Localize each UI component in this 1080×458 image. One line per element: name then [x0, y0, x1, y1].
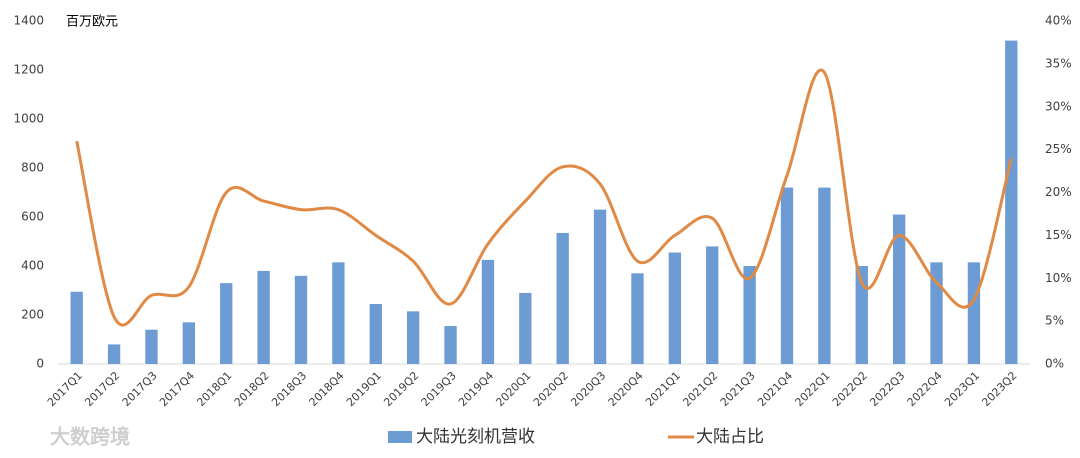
y2-tick-label: 5%: [1045, 314, 1064, 328]
bar: [444, 326, 457, 364]
y2-tick-label: 10%: [1045, 271, 1072, 285]
bar: [930, 262, 943, 364]
bar: [257, 270, 270, 364]
legend-swatch: [388, 431, 412, 443]
bar: [406, 311, 420, 364]
bar: [70, 291, 83, 364]
y2-tick-label: 40%: [1045, 14, 1072, 28]
x-tick-label: 2018Q1: [194, 369, 234, 409]
bar: [892, 214, 906, 364]
y-tick-label: 400: [21, 259, 44, 273]
bar: [182, 322, 196, 364]
x-tick-label: 2018Q2: [232, 369, 272, 409]
x-tick-label: 2021Q1: [643, 369, 683, 409]
y2-tick-label: 20%: [1045, 185, 1072, 199]
x-tick-label: 2019Q2: [381, 369, 421, 409]
y-tick-label: 0: [36, 357, 44, 371]
bar: [706, 246, 719, 364]
bar: [593, 209, 607, 364]
line: [75, 68, 1013, 327]
x-tick-label: 2023Q2: [979, 369, 1019, 409]
x-tick-label: 2022Q1: [793, 369, 833, 409]
bar: [220, 283, 233, 364]
x-tick-label: 2021Q3: [718, 369, 758, 409]
x-tick-label: 2017Q3: [120, 369, 160, 409]
x-tick-label: 2017Q1: [45, 369, 85, 409]
y2-tick-label: 15%: [1045, 228, 1072, 242]
x-tick-label: 2023Q1: [942, 369, 982, 409]
y-tick-label: 800: [21, 161, 44, 175]
y-tick-label: 1400: [13, 14, 44, 28]
bar: [519, 292, 532, 364]
bar: [1005, 40, 1018, 364]
x-tick-label: 2021Q4: [755, 369, 795, 409]
bar: [631, 273, 644, 364]
bar: [743, 266, 756, 364]
bar: [145, 329, 158, 364]
x-tick-label: 2019Q1: [344, 369, 384, 409]
bar: [369, 303, 382, 364]
x-tick-label: 2022Q2: [830, 369, 870, 409]
y2-tick-label: 30%: [1045, 99, 1072, 113]
unit-label: 百万欧元: [66, 15, 118, 30]
x-tick-label: 2020Q1: [493, 369, 533, 409]
watermark: 大数跨境: [50, 425, 130, 449]
y2-tick-label: 35%: [1045, 56, 1072, 70]
bar: [855, 266, 868, 364]
bar: [332, 262, 345, 364]
y-tick-label: 200: [21, 308, 44, 322]
y-tick-label: 1200: [13, 63, 44, 77]
x-tick-label: 2022Q4: [905, 369, 945, 409]
bar: [294, 275, 308, 364]
y-tick-label: 1000: [13, 112, 44, 126]
x-tick-label: 2019Q4: [456, 369, 496, 409]
x-tick-label: 2018Q4: [307, 369, 347, 409]
bar: [668, 252, 682, 364]
x-tick-label: 2018Q3: [269, 369, 309, 409]
y-tick-label: 600: [21, 210, 44, 224]
x-tick-label: 2021Q2: [680, 369, 720, 409]
x-tick-label: 2019Q3: [419, 369, 459, 409]
x-tick-label: 2017Q4: [157, 369, 197, 409]
x-tick-label: 2022Q3: [867, 369, 907, 409]
legend-label: 大陆占比: [696, 427, 764, 447]
x-tick-label: 2017Q2: [82, 369, 122, 409]
x-tick-label: 2020Q3: [568, 369, 608, 409]
x-tick-label: 2020Q4: [606, 369, 646, 409]
y2-tick-label: 0%: [1045, 357, 1064, 371]
y2-tick-label: 25%: [1045, 142, 1072, 156]
bar: [556, 232, 569, 364]
bar: [107, 344, 121, 364]
legend-label: 大陆光刻机营收: [416, 427, 535, 447]
bar: [481, 259, 495, 364]
bar: [967, 262, 981, 364]
bar: [818, 187, 831, 364]
bar: [780, 187, 794, 364]
x-tick-label: 2020Q2: [531, 369, 571, 409]
